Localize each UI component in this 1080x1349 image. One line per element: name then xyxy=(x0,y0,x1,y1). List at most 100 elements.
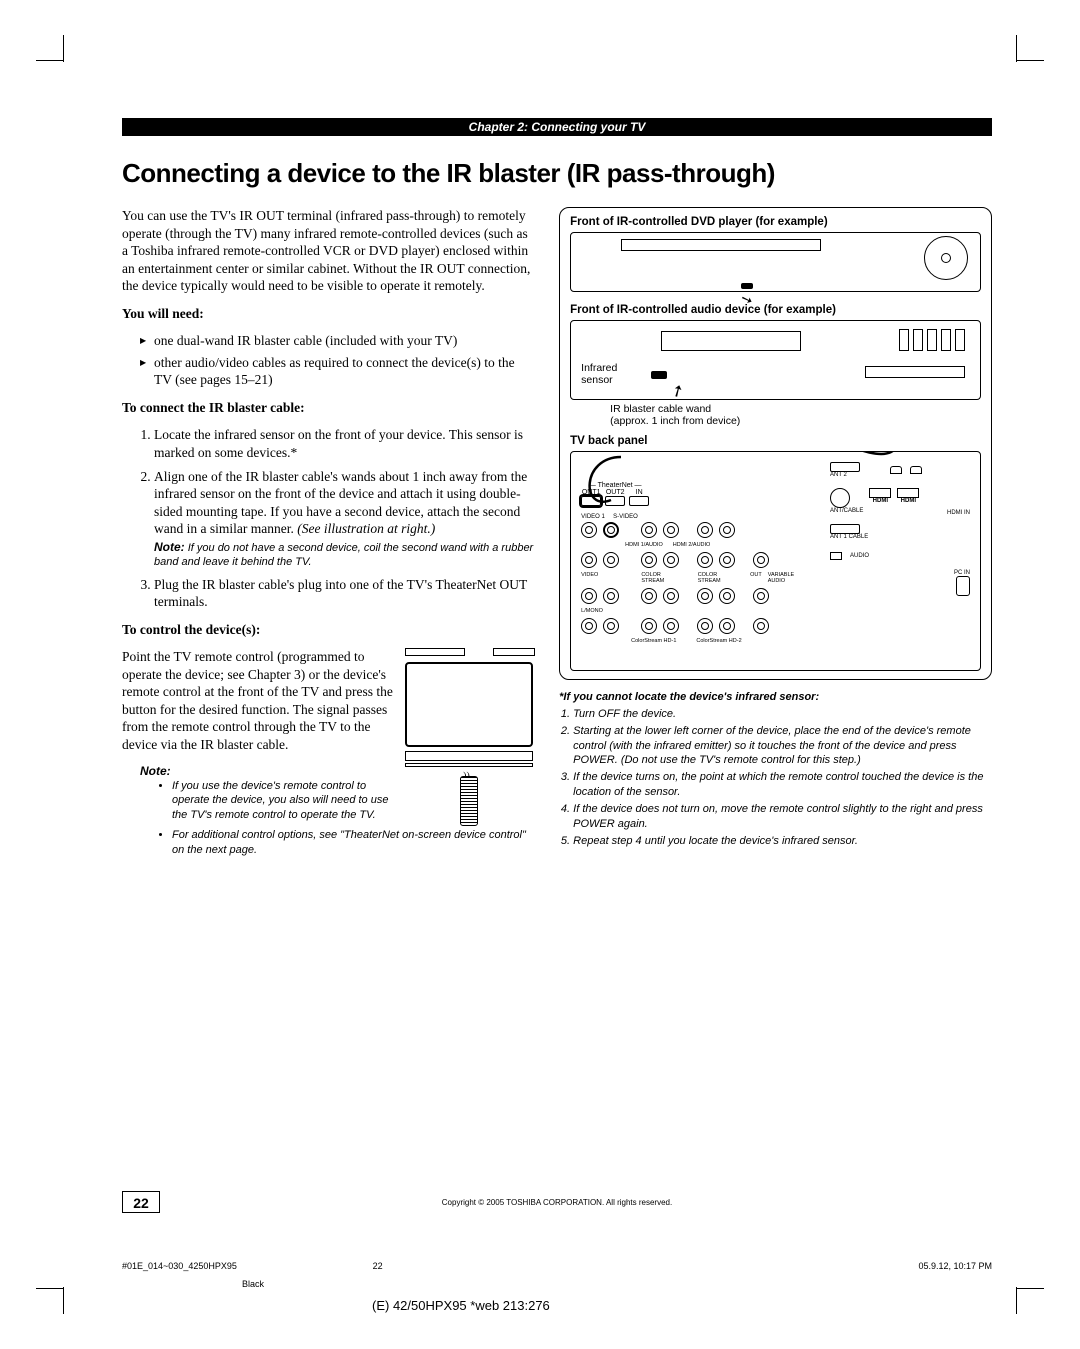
port-label: PC IN xyxy=(830,570,970,576)
port-icon xyxy=(753,618,769,634)
audio-heading: Front of IR-controlled audio device (for… xyxy=(570,304,981,316)
port-label: COLOR STREAM xyxy=(698,572,740,584)
note-item: If you use the device's remote control t… xyxy=(172,779,395,822)
theaternet-label: TheaterNet xyxy=(598,482,633,489)
audio-jack-icon xyxy=(830,552,842,560)
port-icon xyxy=(603,522,619,538)
crop-mark xyxy=(1016,1288,1044,1289)
tv-back-panel-icon: — TheaterNet — OUT1 OUT2 IN xyxy=(570,451,981,671)
port-icon xyxy=(663,552,679,568)
audio-ir-icon xyxy=(651,371,667,379)
port-label: L/MONO xyxy=(581,608,811,614)
port-label: OUT xyxy=(750,572,762,584)
step-2-note-text: If you do not have a second device, coil… xyxy=(154,542,533,569)
pcin-port-icon xyxy=(956,576,970,596)
coax1-icon xyxy=(890,466,902,474)
main-heading: Connecting a device to the IR blaster (I… xyxy=(122,158,992,189)
footer-page: 22 xyxy=(373,1261,383,1271)
crop-mark xyxy=(1016,1287,1017,1314)
port-label: ColorStream HD-2 xyxy=(696,638,741,644)
port-icon xyxy=(719,588,735,604)
port-icon xyxy=(719,618,735,634)
port-label: HDMI 1/AUDIO xyxy=(625,542,663,548)
port-label: ANT 1 CABLE xyxy=(830,534,970,540)
footer-color: Black xyxy=(242,1279,264,1289)
port-label: HDMI 2/AUDIO xyxy=(673,542,711,548)
copyright: Copyright © 2005 TOSHIBA CORPORATION. Al… xyxy=(122,1198,992,1207)
out1-label: OUT1 xyxy=(581,489,601,496)
tv-base-icon xyxy=(405,763,533,767)
footnote-item: If the device does not turn on, move the… xyxy=(573,802,992,832)
step-2: Align one of the IR blaster cable's wand… xyxy=(154,468,535,570)
tv-remote-illustration: )) xyxy=(405,648,535,828)
theaternet-section: — TheaterNet — OUT1 OUT2 IN xyxy=(581,482,811,506)
port-label: COLOR STREAM xyxy=(641,572,683,584)
port-icon xyxy=(753,552,769,568)
port-icon xyxy=(753,588,769,604)
right-column: Front of IR-controlled DVD player (for e… xyxy=(559,207,992,863)
port-label: VIDEO 1 xyxy=(581,514,611,520)
port-icon xyxy=(697,522,713,538)
tv-screen-icon xyxy=(405,662,533,747)
dvd-heading: Front of IR-controlled DVD player (for e… xyxy=(570,216,981,228)
audio-display-icon xyxy=(661,331,801,351)
dvd-ir-icon xyxy=(741,283,753,289)
port-icon xyxy=(663,618,679,634)
port-label: ColorStream HD-1 xyxy=(631,638,676,644)
tv-back-right-ports: ANT 2 ANT/CABLE xyxy=(830,462,970,622)
hdmi-port-icon xyxy=(897,488,919,498)
port-icon xyxy=(641,552,657,568)
ant1-port-icon xyxy=(830,524,860,534)
step-3: Plug the IR blaster cable's plug into on… xyxy=(154,576,535,611)
out1-port-icon xyxy=(581,496,601,506)
crop-mark xyxy=(63,35,64,62)
note-item: For additional control options, see "The… xyxy=(172,828,535,857)
note-list: If you use the device's remote control t… xyxy=(140,779,395,822)
audio-knobs-icon xyxy=(899,329,965,351)
control-text-block: Point the TV remote control (programmed … xyxy=(122,648,395,828)
out2-port-icon xyxy=(605,496,625,506)
ir-cable-line2: (approx. 1 inch from device) xyxy=(610,415,740,427)
control-paragraph: Point the TV remote control (programmed … xyxy=(122,648,395,753)
footnote-heading: *If you cannot locate the device's infra… xyxy=(559,691,819,703)
step-2-italic: (See illustration at right.) xyxy=(297,521,435,536)
crop-mark xyxy=(63,1287,64,1314)
ir-cable-caption: IR blaster cable wand (approx. 1 inch fr… xyxy=(610,404,981,427)
intro-paragraph: You can use the TV's IR OUT terminal (in… xyxy=(122,207,535,295)
crop-mark xyxy=(1016,60,1044,61)
remote-icon xyxy=(460,776,478,826)
port-icon xyxy=(581,618,597,634)
port-icon xyxy=(581,552,597,568)
footer-meta: #01E_014~030_4250HPX95 22 05.9.12, 10:17… xyxy=(122,1261,992,1271)
control-heading: To control the device(s): xyxy=(122,621,535,639)
connect-heading: To connect the IR blaster cable: xyxy=(122,399,535,417)
port-icon xyxy=(641,522,657,538)
dvd-tray-icon xyxy=(621,239,821,251)
tv-stand-icon xyxy=(405,751,533,761)
crop-mark xyxy=(1016,35,1017,62)
footnote-item: If the device turns on, the point at whi… xyxy=(573,770,992,800)
you-will-need-heading: You will need: xyxy=(122,305,535,323)
need-list: one dual-wand IR blaster cable (included… xyxy=(122,332,535,389)
audio-device-icon: Infrared sensor ➚ xyxy=(570,320,981,400)
note-label: Note: xyxy=(154,540,185,554)
need-item: one dual-wand IR blaster cable (included… xyxy=(140,332,535,350)
control-row: Point the TV remote control (programmed … xyxy=(122,648,535,828)
footnote-item: Repeat step 4 until you locate the devic… xyxy=(573,834,992,849)
port-icon xyxy=(581,522,597,538)
crop-mark xyxy=(36,1288,64,1289)
diagram-panel: Front of IR-controlled DVD player (for e… xyxy=(559,207,992,680)
coax2-icon xyxy=(910,466,922,474)
ant2-port-icon xyxy=(830,462,860,472)
need-item: other audio/video cables as required to … xyxy=(140,354,535,389)
dvd-disc-icon xyxy=(924,236,968,280)
footer-file: #01E_014~030_4250HPX95 xyxy=(122,1261,237,1271)
infrared-footnote: *If you cannot locate the device's infra… xyxy=(559,690,992,848)
port-icon xyxy=(719,522,735,538)
port-icon xyxy=(603,618,619,634)
ir-arrow-icon: ➚ xyxy=(667,379,689,403)
port-label: VIDEO xyxy=(581,572,610,584)
footnote-item: Starting at the lower left corner of the… xyxy=(573,724,992,769)
port-icon xyxy=(581,588,597,604)
port-icon xyxy=(697,552,713,568)
